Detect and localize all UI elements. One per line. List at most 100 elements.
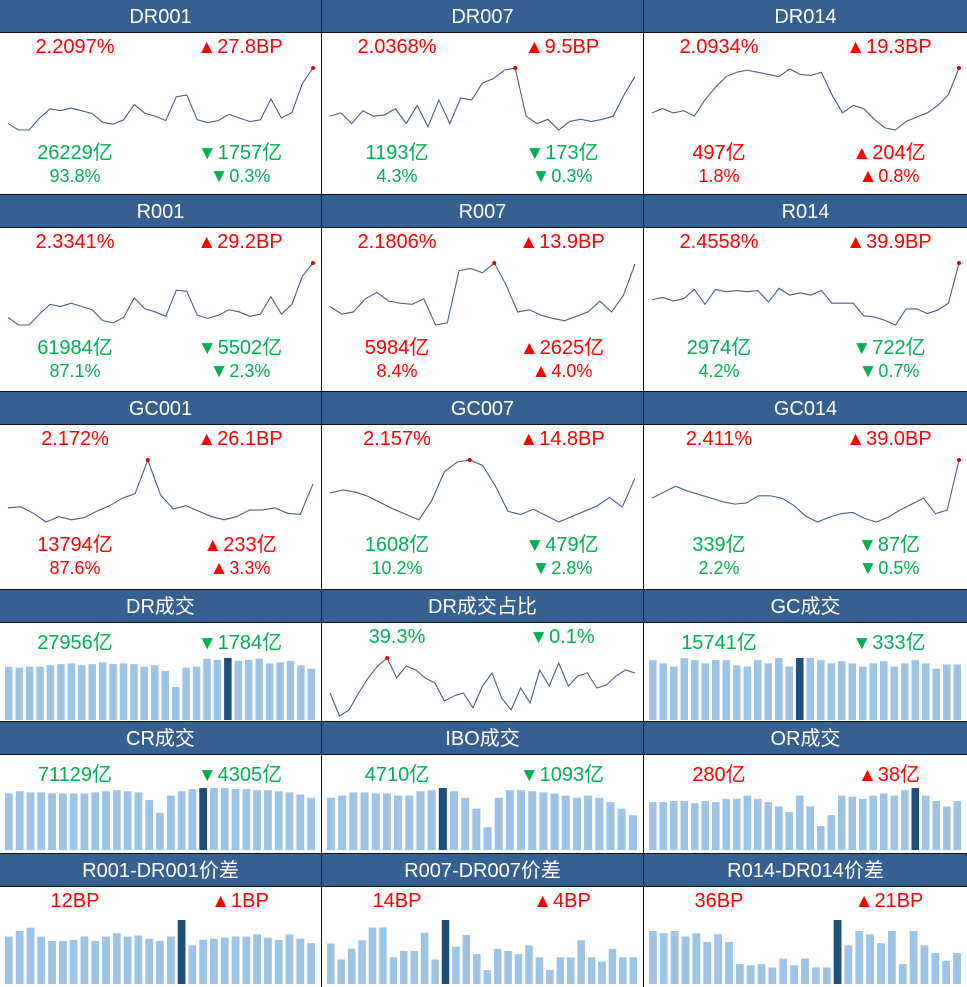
bar (546, 970, 554, 984)
bar (848, 663, 857, 720)
triangle-up-icon: ▲ (846, 429, 866, 450)
stat-change: ▲39.9BP (814, 231, 964, 254)
bar (806, 658, 815, 720)
bar (15, 791, 24, 850)
bar (253, 934, 262, 984)
series-line (651, 67, 960, 131)
max-point-marker (145, 458, 150, 462)
series-line (651, 459, 960, 523)
bar (307, 797, 315, 850)
stat-value: 4.3% (376, 166, 418, 186)
bar (220, 788, 229, 850)
sparkline-chart (651, 66, 961, 131)
bar (932, 801, 941, 850)
sparkline-chart (329, 458, 636, 523)
panel-title: GC成交 (644, 590, 967, 623)
series-line (7, 67, 314, 131)
change-value: 5502亿 (217, 337, 283, 359)
bar (877, 943, 885, 984)
triangle-down-icon: ▼ (197, 338, 217, 359)
bar (691, 660, 699, 720)
max-point-marker (311, 261, 315, 265)
stat-value: 2.0368% (357, 36, 437, 58)
bar (123, 936, 132, 984)
change-value: 0.3% (229, 166, 271, 186)
triangle-down-icon: ▼ (197, 143, 217, 164)
stat-change: ▼87亿 (814, 528, 964, 557)
stat-value: 71129亿 (37, 764, 113, 786)
bar (670, 931, 679, 984)
change-value: 0.3% (551, 166, 593, 186)
bar (119, 663, 128, 720)
bar (461, 797, 470, 850)
stat-change: ▲3.3% (165, 558, 315, 580)
stat-value: 2.1806% (357, 231, 437, 253)
sparkline-chart (7, 66, 315, 131)
panel-title: GC007 (322, 392, 643, 425)
max-point-marker (513, 66, 518, 70)
change-value: 1093亿 (539, 764, 605, 786)
max-point-marker (957, 458, 961, 462)
stat-value: 2.157% (363, 428, 431, 450)
stat-value: 4.2% (698, 361, 740, 381)
stat-value: 93.8% (49, 166, 101, 186)
bar (942, 960, 951, 984)
triangle-up-icon: ▲ (531, 361, 551, 382)
bar (188, 789, 197, 850)
bar (838, 795, 846, 850)
series-line (7, 458, 314, 523)
panel-r014-dr014-17: R014-DR014价差 36BP ▲21BP (644, 854, 967, 987)
max-point-marker (467, 458, 472, 462)
bar (199, 939, 208, 984)
stat-change: ▲21BP (814, 890, 964, 913)
stat-value: 61984亿 (37, 337, 113, 359)
series-line (329, 459, 636, 523)
bar (550, 793, 559, 850)
panel-dr-9: DR成交 27956亿 ▼1784亿 (0, 590, 321, 721)
stat-value: 280亿 (692, 764, 746, 786)
panel-r001-dr001-15: R001-DR001价差 12BP ▲1BP (0, 854, 321, 987)
bar (714, 934, 722, 984)
stat-change: ▲26.1BP (165, 428, 315, 451)
change-value: 13.9BP (539, 231, 605, 253)
panel-title: DR014 (644, 0, 967, 33)
bar-current (224, 658, 232, 720)
bar (242, 936, 251, 984)
bar (452, 946, 460, 984)
sparkline-chart (7, 458, 314, 523)
bar (69, 939, 78, 984)
bar (26, 792, 35, 850)
bar (134, 792, 143, 850)
max-point-marker (311, 66, 315, 70)
bar (735, 964, 744, 984)
bar-current (833, 920, 842, 984)
bar (213, 659, 222, 720)
bar (855, 931, 864, 984)
bar-current (177, 920, 186, 984)
bar (102, 791, 110, 850)
bar (866, 934, 875, 984)
bar (790, 965, 799, 984)
bar (472, 808, 481, 850)
max-point-marker (492, 261, 497, 265)
stat-value: 13794亿 (37, 534, 113, 556)
max-point-marker (957, 261, 961, 265)
panel-r001-3: R001 2.3341% ▲29.2BP 61984亿 ▼5502亿 87.1% ▼2.3% (0, 195, 321, 391)
bar (670, 801, 678, 850)
change-value: 0.7% (878, 361, 920, 381)
bar (58, 793, 67, 850)
bar (36, 666, 44, 720)
bar (297, 665, 305, 720)
bar (528, 791, 537, 850)
stat-value: 339亿 (692, 534, 746, 556)
triangle-down-icon: ▼ (209, 361, 229, 382)
bar (5, 936, 13, 984)
bar (932, 668, 941, 720)
bar (405, 795, 414, 850)
bar (188, 945, 197, 984)
bar (140, 666, 149, 720)
change-value: 26.1BP (217, 428, 283, 450)
sparkline-chart (329, 656, 636, 717)
change-value: 2.8% (551, 558, 593, 578)
stat-change: ▼722亿 (814, 331, 964, 360)
